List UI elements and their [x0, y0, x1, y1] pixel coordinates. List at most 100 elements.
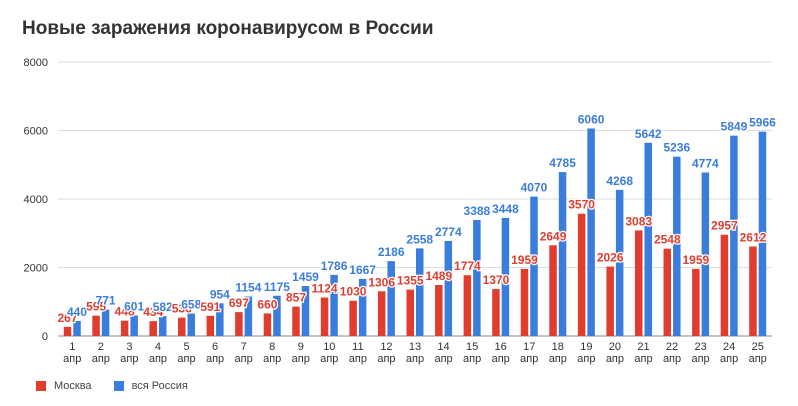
x-tick-sublabel: апр [349, 353, 367, 365]
bar-moscow [435, 285, 443, 336]
data-label-russia: 1667 [349, 263, 376, 277]
x-tick-sublabel: апр [406, 353, 424, 365]
legend-item-russia: вся Россия [113, 380, 188, 392]
x-tick-sublabel: апр [606, 353, 624, 365]
x-tick-label: 19 [580, 341, 592, 353]
bar-russia [473, 219, 481, 336]
data-label-russia: 6060 [578, 112, 605, 126]
bar-russia [673, 156, 681, 336]
x-tick-label: 9 [298, 341, 304, 353]
x-tick-label: 8 [269, 341, 275, 353]
data-label-moscow: 267 [58, 311, 78, 325]
data-label-moscow: 1355 [397, 274, 424, 288]
bar-moscow [492, 289, 500, 336]
bar-russia [158, 316, 167, 336]
x-tick-label: 23 [694, 341, 706, 353]
bar-moscow [463, 275, 472, 336]
x-tick-sublabel: апр [663, 353, 681, 365]
bar-moscow [549, 245, 557, 336]
bar-russia [758, 131, 767, 336]
legend-swatch-moscow [36, 381, 46, 391]
x-tick-sublabel: апр [377, 353, 395, 365]
data-label-russia: 4070 [521, 181, 548, 195]
x-tick-sublabel: апр [263, 353, 281, 365]
data-label-russia: 440 [67, 305, 87, 319]
x-tick-label: 21 [637, 341, 649, 353]
data-label-moscow: 448 [115, 305, 135, 319]
data-label-moscow: 697 [229, 296, 249, 310]
data-label-russia: 5642 [635, 127, 662, 141]
data-label-moscow: 434 [143, 305, 163, 319]
x-axis-ticks: 1апр2апр3апр4апр5апр6апр7апр8апр9апр10ап… [63, 341, 767, 365]
x-tick-sublabel: апр [320, 353, 338, 365]
data-label-moscow: 1124 [312, 282, 338, 296]
bar-russia [615, 189, 624, 336]
x-tick-label: 2 [98, 341, 104, 353]
legend-item-moscow: Москва [36, 380, 92, 392]
x-tick-sublabel: апр [492, 353, 510, 365]
bar-russia [530, 196, 538, 336]
legend-label-moscow: Москва [54, 380, 92, 392]
data-label-russia: 1175 [264, 280, 290, 294]
bar-moscow [720, 234, 729, 336]
bar-moscow [520, 268, 529, 336]
bar-moscow [149, 321, 157, 336]
data-label-russia: 3388 [464, 204, 491, 218]
x-tick-label: 7 [241, 341, 247, 353]
x-tick-label: 18 [552, 341, 564, 353]
y-tick-label: 8000 [24, 57, 48, 69]
data-label-moscow: 2612 [740, 231, 767, 245]
gridlines [58, 61, 772, 337]
bar-moscow [577, 213, 586, 336]
bar-moscow [235, 312, 243, 336]
x-tick-label: 1 [69, 341, 75, 353]
bar-russia [416, 248, 424, 336]
data-label-moscow: 3083 [625, 214, 652, 228]
x-tick-label: 24 [723, 341, 735, 353]
data-label-russia: 1786 [321, 259, 348, 273]
x-tick-label: 25 [752, 341, 764, 353]
bar-moscow [292, 306, 300, 336]
data-label-russia: 954 [210, 287, 230, 301]
x-tick-sublabel: апр [235, 353, 253, 365]
bar-russia [358, 278, 367, 336]
bar-moscow [692, 268, 700, 336]
bar-moscow [320, 297, 329, 336]
x-tick-label: 5 [183, 341, 189, 353]
bar-russia [187, 313, 196, 336]
x-tick-label: 12 [380, 341, 392, 353]
legend: Москва вся Россия [36, 380, 210, 392]
data-label-moscow: 2649 [540, 229, 567, 243]
x-tick-sublabel: апр [691, 353, 709, 365]
data-label-russia: 3448 [492, 202, 519, 216]
bar-russia [101, 309, 110, 336]
data-label-moscow: 591 [200, 300, 220, 314]
bar-russia [444, 240, 453, 336]
bar-russia [330, 274, 338, 336]
bar-moscow [263, 313, 272, 336]
bars [63, 128, 767, 336]
x-tick-sublabel: апр [749, 353, 767, 365]
y-tick-label: 4000 [24, 194, 48, 206]
data-label-russia: 2774 [435, 225, 462, 239]
data-label-moscow: 1774 [454, 259, 481, 273]
data-label-russia: 2186 [378, 245, 405, 259]
x-tick-sublabel: апр [463, 353, 481, 365]
y-tick-label: 0 [42, 331, 48, 343]
bar-russia [216, 303, 224, 336]
bar-russia [730, 135, 738, 336]
bar-moscow [406, 289, 414, 336]
x-tick-sublabel: апр [149, 353, 167, 365]
x-tick-label: 13 [409, 341, 421, 353]
data-label-moscow: 660 [257, 297, 277, 311]
bar-moscow [206, 315, 215, 336]
bar-moscow [120, 320, 129, 336]
bar-moscow [349, 300, 357, 336]
x-tick-sublabel: апр [577, 353, 595, 365]
data-label-russia: 4268 [606, 174, 633, 188]
bar-russia [701, 172, 710, 336]
data-label-moscow: 1959 [682, 253, 709, 267]
data-label-russia: 658 [181, 297, 201, 311]
x-tick-label: 6 [212, 341, 218, 353]
data-label-moscow: 1489 [425, 269, 452, 283]
